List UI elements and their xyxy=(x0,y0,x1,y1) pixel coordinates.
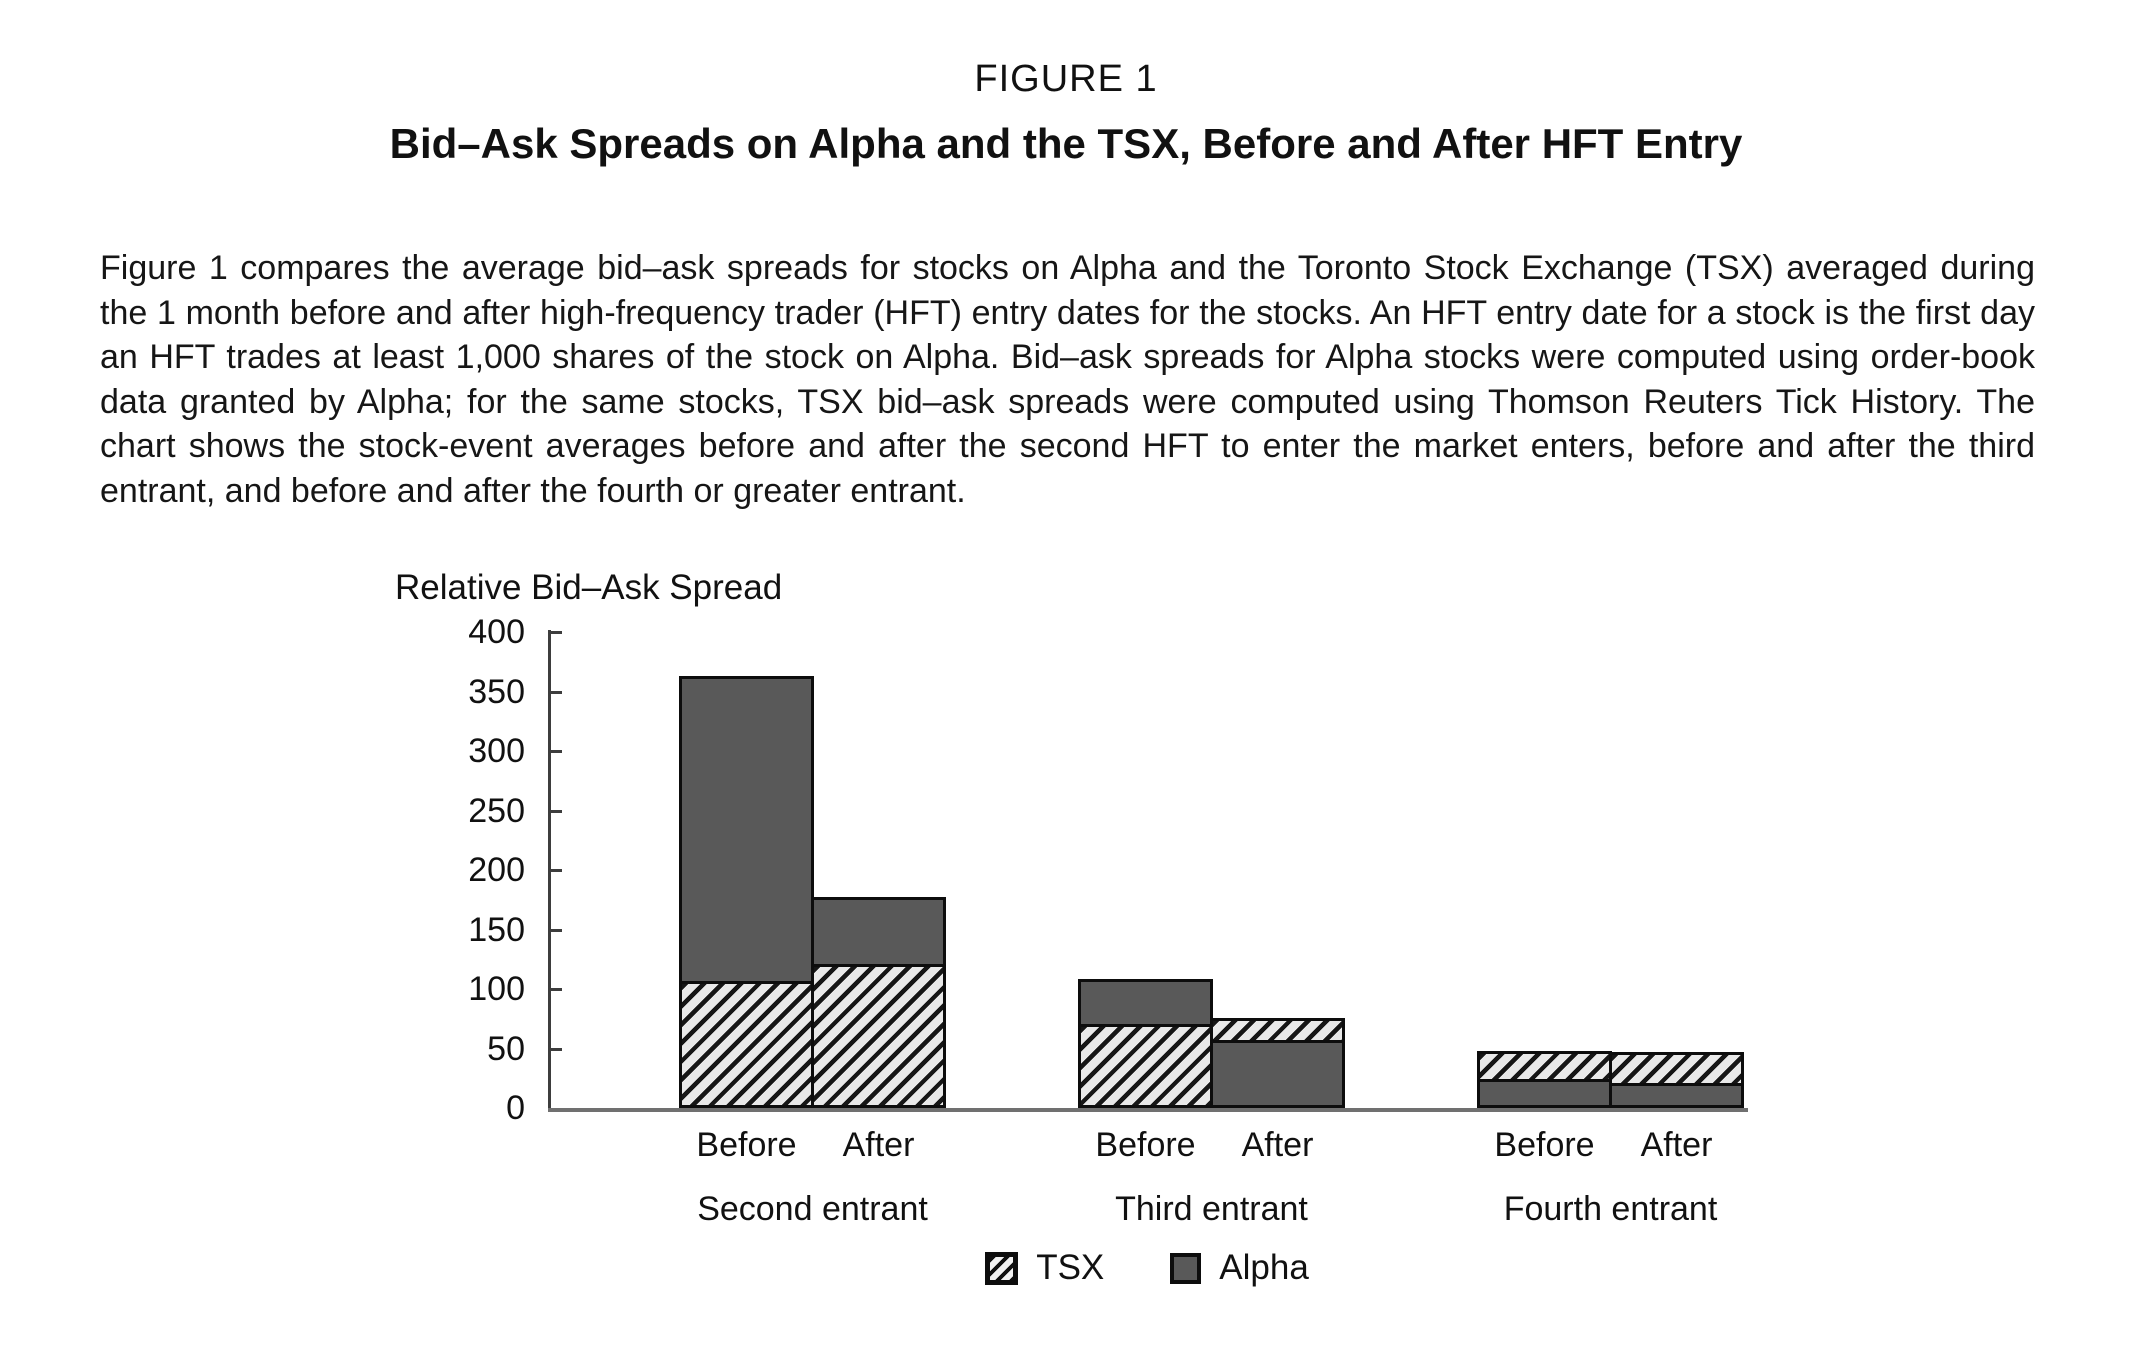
y-tick-label-400: 400 xyxy=(468,613,525,651)
chart-legend: TSX Alpha xyxy=(548,1248,1746,1288)
y-tick-label-0: 0 xyxy=(506,1089,525,1127)
figure-title: Bid–Ask Spreads on Alpha and the TSX, Be… xyxy=(389,120,1743,167)
legend-item-alpha: Alpha xyxy=(1170,1248,1309,1288)
group-label-third: Third entrant xyxy=(1115,1190,1308,1228)
y-axis-title: Relative Bid–Ask Spread xyxy=(395,568,783,607)
x-label-after: After xyxy=(842,1126,915,1164)
y-tick-250 xyxy=(548,809,562,813)
legend-label-tsx: TSX xyxy=(1036,1248,1105,1287)
plot-area xyxy=(548,632,1746,1108)
bar-slot-second-after xyxy=(811,632,946,1108)
x-label-after: After xyxy=(1640,1126,1713,1164)
x-axis-line xyxy=(548,1108,1748,1112)
y-tick-200 xyxy=(548,869,562,872)
y-tick-label-350: 350 xyxy=(468,672,525,711)
x-label-before: Before xyxy=(1095,1126,1196,1164)
y-tick-label-100: 100 xyxy=(468,970,525,1008)
y-tick-300 xyxy=(548,750,562,753)
bar-slot-fourth-before xyxy=(1477,632,1612,1108)
bar-tsx-second-after xyxy=(811,964,946,1108)
legend-swatch-tsx-hatch xyxy=(985,1251,1019,1285)
group-label-second: Second entrant xyxy=(697,1190,928,1228)
y-tick-50 xyxy=(548,1047,562,1051)
x-label-before: Before xyxy=(696,1126,797,1164)
y-tick-400 xyxy=(548,631,562,634)
figure-caption: Figure 1 compares the average bid–ask sp… xyxy=(100,249,2035,510)
legend-item-tsx: TSX xyxy=(985,1248,1104,1288)
legend-label-alpha: Alpha xyxy=(1219,1248,1309,1287)
x-label-after: After xyxy=(1241,1126,1314,1164)
legend-swatch-alpha-solid xyxy=(1170,1252,1202,1284)
bar-tsx-second-before xyxy=(679,981,814,1108)
y-tick-100 xyxy=(548,988,562,991)
bar-slot-second-before xyxy=(679,632,814,1108)
figure-number: FIGURE 1 xyxy=(974,58,1158,100)
y-tick-label-200: 200 xyxy=(468,851,525,889)
bar-alpha-fourth-after xyxy=(1609,1083,1744,1108)
bar-slot-fourth-after xyxy=(1609,632,1744,1108)
y-tick-label-150: 150 xyxy=(468,910,525,949)
y-tick-150 xyxy=(548,928,562,932)
bar-slot-third-after xyxy=(1210,632,1345,1108)
group-label-fourth: Fourth entrant xyxy=(1503,1190,1718,1228)
bar-alpha-fourth-before xyxy=(1477,1079,1612,1108)
y-tick-label-250: 250 xyxy=(468,791,525,830)
bar-tsx-third-before xyxy=(1078,1024,1213,1108)
y-tick-350 xyxy=(548,690,562,694)
x-label-before: Before xyxy=(1494,1126,1595,1164)
bar-slot-third-before xyxy=(1078,632,1213,1108)
y-tick-label-300: 300 xyxy=(468,732,525,770)
bar-alpha-third-after xyxy=(1210,1040,1345,1108)
y-tick-label-50: 50 xyxy=(487,1029,525,1068)
